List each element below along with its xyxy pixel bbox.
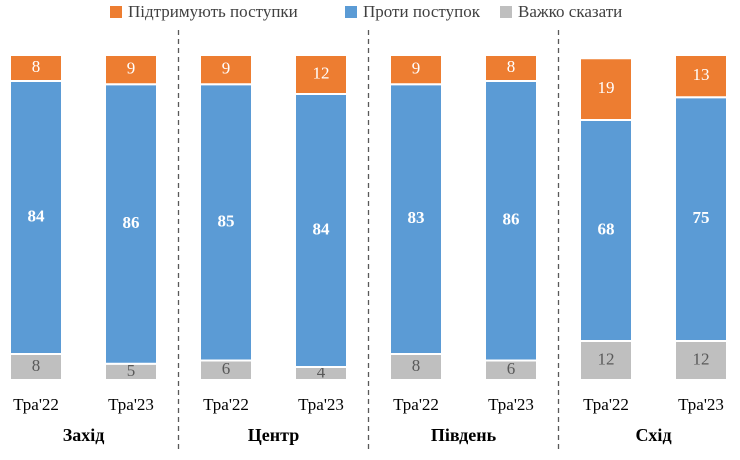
x-tick-label: Тра'23	[488, 395, 534, 414]
bar-segment	[104, 54, 158, 86]
data-label: 8	[32, 356, 41, 375]
data-label: 8	[32, 57, 41, 76]
data-label: 13	[693, 65, 710, 84]
data-label: 12	[313, 63, 330, 82]
x-tick-label: Тра'23	[298, 395, 344, 414]
data-label: 8	[507, 57, 516, 76]
group-label: Захід	[63, 425, 105, 445]
data-label: 84	[28, 206, 46, 225]
bar-segment	[484, 54, 538, 82]
data-label: 9	[412, 59, 421, 78]
bar-segment	[579, 119, 633, 342]
bar-segment	[484, 80, 538, 362]
group-label: Центр	[248, 425, 299, 445]
bar-segment	[579, 57, 633, 121]
bar-segment	[389, 54, 443, 86]
group-label: Південь	[431, 425, 497, 445]
data-label: 83	[408, 208, 425, 227]
bar-segment	[9, 353, 63, 381]
legend-label: Важко сказати	[518, 2, 622, 21]
x-tick-label: Тра'23	[678, 395, 724, 414]
bar-segment	[9, 54, 63, 82]
data-label: 4	[317, 362, 326, 381]
bar-segment	[9, 80, 63, 355]
bar-segment	[389, 83, 443, 355]
data-label: 84	[313, 219, 331, 238]
x-tick-label: Тра'22	[583, 395, 629, 414]
data-label: 86	[503, 210, 520, 229]
x-tick-label: Тра'23	[108, 395, 154, 414]
bar-segment	[294, 93, 348, 368]
data-label: 12	[693, 349, 710, 368]
bar-segment	[199, 54, 253, 86]
bar-segment	[389, 353, 443, 381]
data-label: 8	[412, 356, 421, 375]
data-label: 6	[507, 359, 516, 378]
legend-swatch	[500, 6, 512, 18]
data-label: 75	[693, 208, 710, 227]
x-tick-label: Тра'22	[393, 395, 439, 414]
data-label: 12	[598, 349, 615, 368]
data-label: 5	[127, 361, 136, 380]
x-tick-label: Тра'22	[13, 395, 59, 414]
bar-segment	[674, 340, 728, 381]
data-label: 6	[222, 359, 231, 378]
group-label: Схід	[635, 425, 671, 445]
data-label: 86	[123, 213, 140, 232]
data-label: 68	[598, 219, 615, 238]
data-label: 9	[222, 59, 231, 78]
bar-segment	[674, 96, 728, 342]
legend-label: Проти поступок	[363, 2, 481, 21]
data-label: 9	[127, 59, 136, 78]
data-label: 85	[218, 211, 235, 230]
legend-swatch	[345, 6, 357, 18]
legend-label: Підтримують поступки	[128, 2, 298, 21]
data-label: 19	[598, 78, 615, 97]
legend-swatch	[110, 6, 122, 18]
bar-segment	[294, 54, 348, 95]
x-tick-label: Тра'22	[203, 395, 249, 414]
bar-segment	[199, 83, 253, 362]
bar-segment	[674, 54, 728, 99]
